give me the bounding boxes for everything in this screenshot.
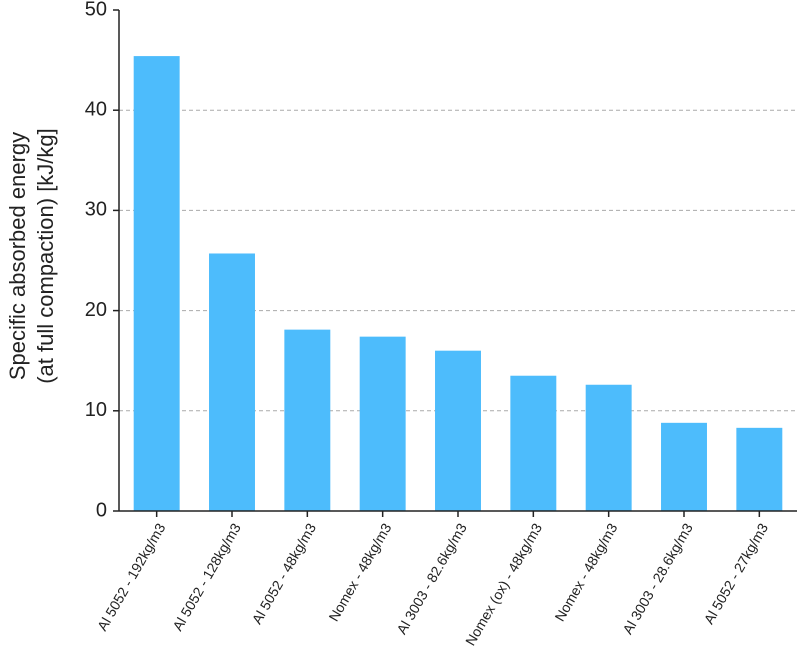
bar <box>209 253 255 511</box>
y-axis-label: (at full compaction) [kJ/kg] <box>33 128 58 384</box>
bar <box>736 427 783 511</box>
bar <box>284 329 331 511</box>
bar <box>510 375 557 511</box>
y-tick-label: 40 <box>85 98 107 120</box>
x-tick-label: Nomex - 48kg/m3 <box>325 520 394 624</box>
bar <box>133 56 180 511</box>
y-tick-label: 20 <box>85 299 107 321</box>
x-tick-label: Nomex - 48kg/m3 <box>551 520 620 624</box>
x-tick-label: Al 3003 - 82.6kg/m3 <box>393 520 470 637</box>
x-tick-label: Al 5052 - 48kg/m3 <box>248 520 319 627</box>
bar <box>661 422 707 511</box>
bar <box>585 384 632 511</box>
x-tick-label: Al 5052 - 192kg/m3 <box>94 520 169 633</box>
bar <box>359 336 406 511</box>
y-tick-label: 10 <box>85 399 107 421</box>
y-axis-label: Specific absorbed energy <box>5 132 30 380</box>
x-tick-label: Al 5052 - 27kg/m3 <box>700 520 771 627</box>
y-tick-label: 50 <box>85 0 107 20</box>
x-tick-label: Al 5052 - 128kg/m3 <box>169 520 244 633</box>
y-tick-label: 30 <box>85 199 107 221</box>
y-tick-label: 0 <box>96 499 107 521</box>
x-tick-label: Nomex (ox) - 48kg/m3 <box>462 520 545 648</box>
bar <box>435 350 481 511</box>
x-tick-label: Al 3003 - 28.6kg/m3 <box>619 520 696 637</box>
